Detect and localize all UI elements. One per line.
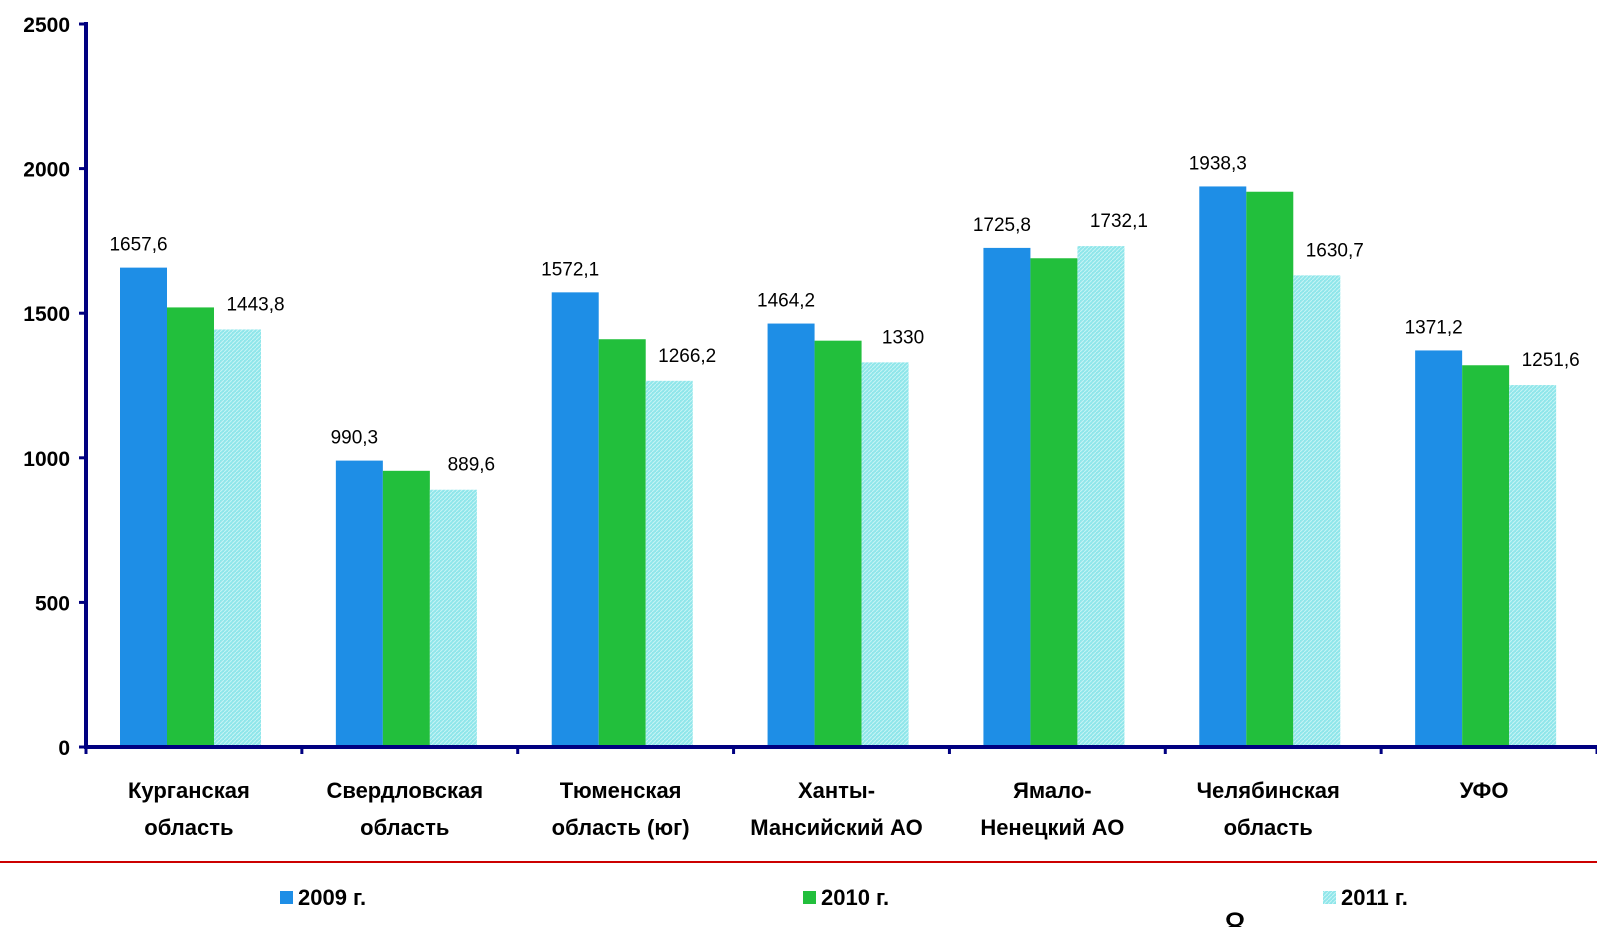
bar-2010 (382, 470, 430, 747)
axes (84, 22, 1597, 754)
data-label: 1572,1 (541, 259, 599, 280)
category-label: область (1224, 815, 1313, 840)
bar-2011 (1509, 385, 1557, 747)
bar-2009 (120, 267, 167, 747)
category-label: Челябинская (1197, 778, 1340, 803)
data-label: 889,6 (448, 455, 496, 476)
bar-2011 (1077, 246, 1125, 748)
bar-2010 (1246, 191, 1294, 748)
bar-2009 (1199, 186, 1247, 748)
y-tick-label: 1000 (23, 448, 70, 471)
bar-2011 (214, 329, 261, 747)
y-axis-ticks: 0 500 1000 1500 2000 2500 (23, 14, 86, 760)
bar-2009 (551, 292, 599, 747)
category-label: УФО (1460, 778, 1509, 803)
bar-2011 (861, 362, 909, 747)
bar-2011 (645, 380, 693, 747)
data-label: 1251,6 (1522, 350, 1580, 371)
category-label: область (144, 815, 233, 840)
bar-2009 (767, 323, 815, 747)
bars (120, 186, 1557, 748)
legend-label: 2010 г. (821, 885, 889, 910)
bar-2009 (983, 247, 1031, 748)
page-number: 8 (1224, 905, 1246, 927)
data-label: 1657,6 (109, 235, 167, 256)
data-labels: 1657,6 990,3 1572,1 1464,2 1725,8 1938,3 1371,… (109, 153, 1579, 475)
data-label: 1371,2 (1405, 317, 1463, 338)
y-tick-label: 500 (35, 592, 70, 615)
category-label: Свердловская (326, 778, 483, 803)
category-label: Мансийский АО (750, 815, 923, 840)
category-label: Тюменская (560, 778, 682, 803)
category-label: Ненецкий АО (980, 815, 1124, 840)
bar-2011 (429, 489, 477, 747)
legend-label: 2009 г. (298, 885, 366, 910)
bar-2009 (1415, 350, 1463, 747)
data-label: 1725,8 (973, 215, 1031, 236)
y-tick-label: 2500 (23, 14, 70, 37)
bar-2010 (1030, 258, 1078, 747)
legend-swatch (803, 891, 816, 904)
category-label: Ямало- (1013, 778, 1091, 803)
y-tick-label: 1500 (23, 303, 70, 326)
category-label: Курганская (128, 778, 250, 803)
legend-label: 2011 г. (1341, 885, 1408, 910)
y-tick-label: 2000 (23, 159, 70, 182)
legend-swatch (280, 891, 293, 904)
bar-2010 (814, 340, 862, 747)
data-label: 990,3 (331, 428, 379, 449)
legend-swatch (1323, 891, 1336, 904)
y-tick-label: 0 (58, 737, 70, 760)
category-label: область (юг) (552, 815, 690, 840)
data-label: 1938,3 (1189, 153, 1247, 174)
bar-2009 (335, 460, 383, 747)
category-labels: Курганская область Свердловская область Тюме… (128, 778, 1508, 840)
bar-2011 (1293, 275, 1341, 747)
legend: 2009 г. 2010 г. 2011 г. (280, 885, 1408, 910)
category-label: Ханты- (798, 778, 875, 803)
bar-2010 (167, 307, 214, 747)
data-label: 1464,2 (757, 291, 815, 312)
data-label: 1443,8 (226, 294, 284, 315)
data-label: 1732,1 (1090, 211, 1148, 232)
bar-2010 (1462, 365, 1510, 747)
data-label: 1330 (882, 327, 924, 348)
data-label: 1630,7 (1306, 240, 1364, 261)
data-label: 1266,2 (658, 346, 716, 367)
bar-2010 (598, 339, 646, 747)
category-label: область (360, 815, 449, 840)
